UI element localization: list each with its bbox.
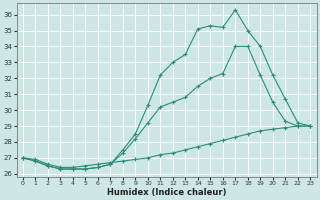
X-axis label: Humidex (Indice chaleur): Humidex (Indice chaleur) [107,188,226,197]
